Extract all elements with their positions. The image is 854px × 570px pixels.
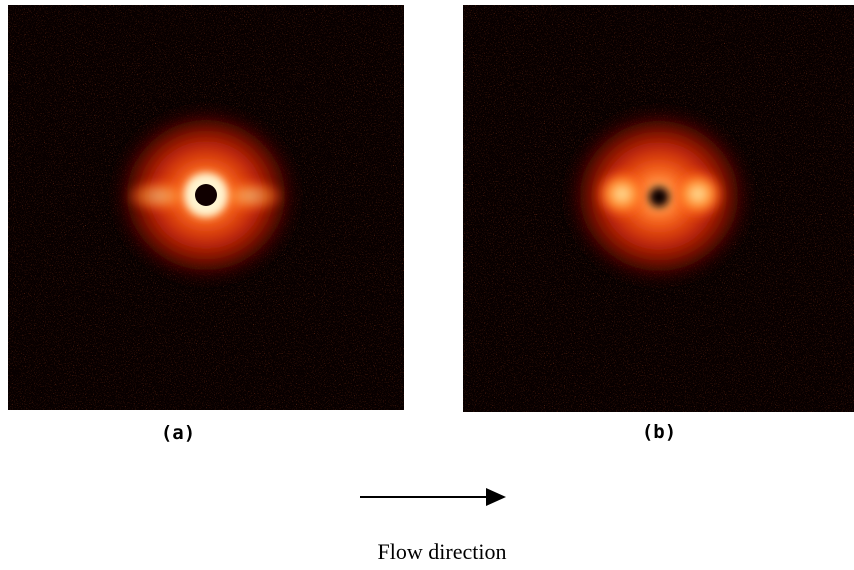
- panel-label: (a): [161, 422, 195, 444]
- panel-label: (b): [642, 421, 676, 443]
- flow-arrow: [360, 488, 506, 506]
- panel-a-image: [8, 5, 404, 410]
- caption: Flow direction: [378, 539, 507, 564]
- panel-b-image: [463, 5, 854, 412]
